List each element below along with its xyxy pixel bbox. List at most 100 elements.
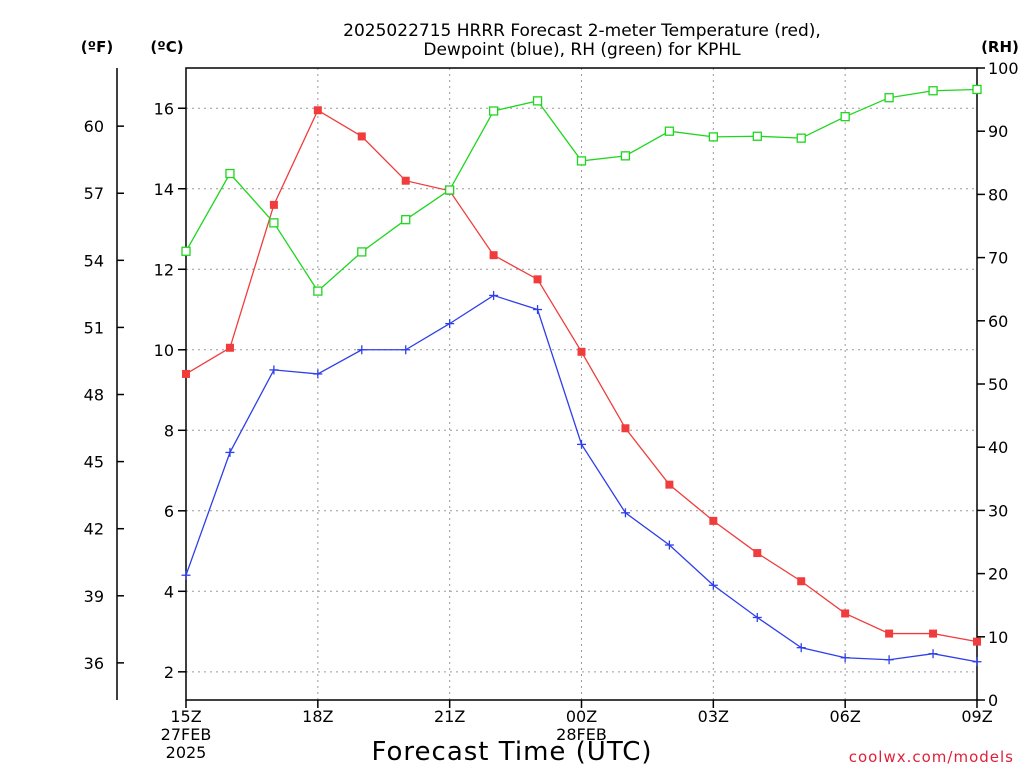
rh-point [269, 218, 279, 228]
dewpoint-point [708, 580, 718, 590]
dewpoint-point [796, 643, 806, 653]
rh-tick-label: 30 [988, 501, 1008, 520]
celsius-axis-unit: (ºC) [150, 38, 183, 56]
axes: 2 4 6 8 10 12 14 16 36 39 42 45 48 51 54 57 60 0 10 20 30 40 5… [84, 59, 1019, 710]
dewpoint-point [313, 369, 323, 379]
celsius-tick-label: 8 [164, 421, 174, 440]
temperature-point [621, 424, 630, 433]
chart-title: 2025022715 HRRR Forecast 2-meter Tempera… [343, 21, 821, 41]
celsius-tick-label: 14 [154, 180, 174, 199]
dewpoint-point [620, 508, 630, 518]
temperature-point [797, 577, 806, 586]
x-tick-label: 00Z [566, 707, 597, 726]
rh-point [445, 185, 455, 195]
rh-point [884, 93, 894, 103]
rh-point [181, 246, 191, 256]
dewpoint-point [972, 657, 982, 667]
dewpoint-point [401, 345, 411, 355]
dewpoint-point [928, 649, 938, 659]
rh-tick-label: 70 [988, 249, 1008, 268]
rh-point [972, 84, 982, 95]
rh-point [488, 106, 499, 116]
x-tick-label: 2025 [166, 743, 207, 762]
rh-point [532, 96, 543, 106]
celsius-tick-label: 2 [164, 663, 174, 682]
x-tick-label: 18Z [302, 707, 333, 726]
rh-point [225, 168, 235, 179]
rh-axis-unit: (RH) [981, 38, 1019, 56]
celsius-tick-label: 10 [154, 341, 174, 360]
fahrenheit-tick-label: 60 [84, 117, 104, 136]
rh-point [928, 86, 938, 96]
temperature-point [577, 347, 586, 356]
dewpoint-point [357, 345, 367, 355]
rh-tick-label: 40 [988, 438, 1008, 457]
temperature-point [885, 629, 894, 638]
dewpoint-point [840, 653, 850, 663]
celsius-tick-label: 4 [164, 582, 174, 601]
rh-tick-label: 0 [988, 691, 998, 710]
x-tick-label: 09Z [961, 707, 992, 726]
dewpoint-point [577, 439, 586, 449]
temperature-point [401, 176, 410, 185]
dewpoint-point [489, 290, 499, 300]
dewpoint-point [752, 612, 762, 622]
temperature-point [225, 343, 234, 352]
x-tick-label: 03Z [698, 707, 729, 726]
x-tick-label: 06Z [830, 707, 861, 726]
dewpoint-point [225, 447, 235, 457]
chart-subtitle: Dewpoint (blue), RH (green) for KPHL [423, 40, 741, 60]
rh-point [796, 133, 806, 143]
fahrenheit-tick-label: 48 [84, 386, 104, 405]
rh-point [664, 126, 675, 136]
rh-point [401, 215, 411, 225]
fahrenheit-tick-label: 42 [84, 520, 104, 539]
temperature-point [533, 275, 542, 284]
temperature-point [665, 480, 674, 489]
rh-point [313, 286, 323, 296]
rh-tick-label: 60 [988, 312, 1008, 331]
series-layer [181, 84, 982, 667]
rh-point [357, 247, 367, 257]
temperature-point [753, 549, 762, 558]
rh-point [576, 156, 587, 166]
temperature-point [269, 200, 278, 209]
rh-tick-label: 100 [988, 59, 1019, 78]
rh-tick-label: 90 [988, 122, 1008, 141]
celsius-tick-label: 12 [154, 260, 174, 279]
temperature-point [357, 132, 366, 141]
rh-tick-label: 80 [988, 185, 1008, 204]
temperature-point [182, 369, 190, 378]
rh-point [708, 132, 718, 142]
temperature-point [489, 251, 498, 260]
fahrenheit-tick-label: 51 [84, 318, 104, 337]
fahrenheit-tick-label: 36 [84, 654, 104, 673]
temperature-point [313, 106, 322, 115]
x-tick-label: 21Z [434, 707, 465, 726]
rh-point [840, 112, 850, 122]
rh-point [752, 131, 762, 141]
dewpoint-point [533, 305, 543, 315]
fahrenheit-tick-label: 39 [84, 587, 104, 606]
rh-point [620, 151, 631, 161]
dewpoint-point [181, 570, 191, 580]
credit-text: coolwx.com/models [849, 748, 1014, 766]
temperature-point [841, 609, 850, 618]
dewpoint-point [445, 319, 455, 329]
temperature-point [709, 516, 718, 525]
x-axis-label: Forecast Time (UTC) [371, 737, 652, 767]
rh-tick-label: 10 [988, 628, 1008, 647]
dewpoint-point [884, 655, 894, 665]
dewpoint-point [269, 365, 279, 375]
fahrenheit-tick-label: 54 [84, 251, 104, 270]
x-tick-label: 28FEB [556, 725, 607, 744]
dewpoint-point [664, 540, 674, 550]
temperature-point [929, 629, 938, 638]
x-tick-label: 15Z [170, 707, 201, 726]
celsius-tick-label: 6 [164, 502, 174, 521]
temperature-point [973, 637, 981, 646]
rh-tick-label: 20 [988, 565, 1008, 584]
fahrenheit-tick-label: 57 [84, 184, 104, 203]
